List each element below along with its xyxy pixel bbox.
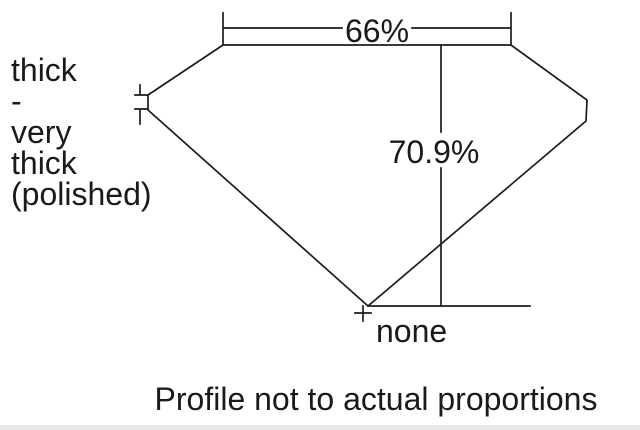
culet-marker-cross-icon [354, 305, 372, 322]
table-width-percent-label: 66% [344, 13, 410, 49]
depth-percent-label: 70.9% [388, 134, 480, 170]
diagram-caption: Profile not to actual proportions [154, 381, 598, 417]
girdle-thickness-ticks [134, 84, 149, 125]
diamond-outline [147, 44, 588, 308]
culet-label: none [376, 313, 448, 349]
bottom-edge-strip [0, 425, 640, 430]
girdle-thickness-label: thick - very thick (polished) [11, 52, 152, 212]
table-width-dimension-line [222, 12, 512, 46]
